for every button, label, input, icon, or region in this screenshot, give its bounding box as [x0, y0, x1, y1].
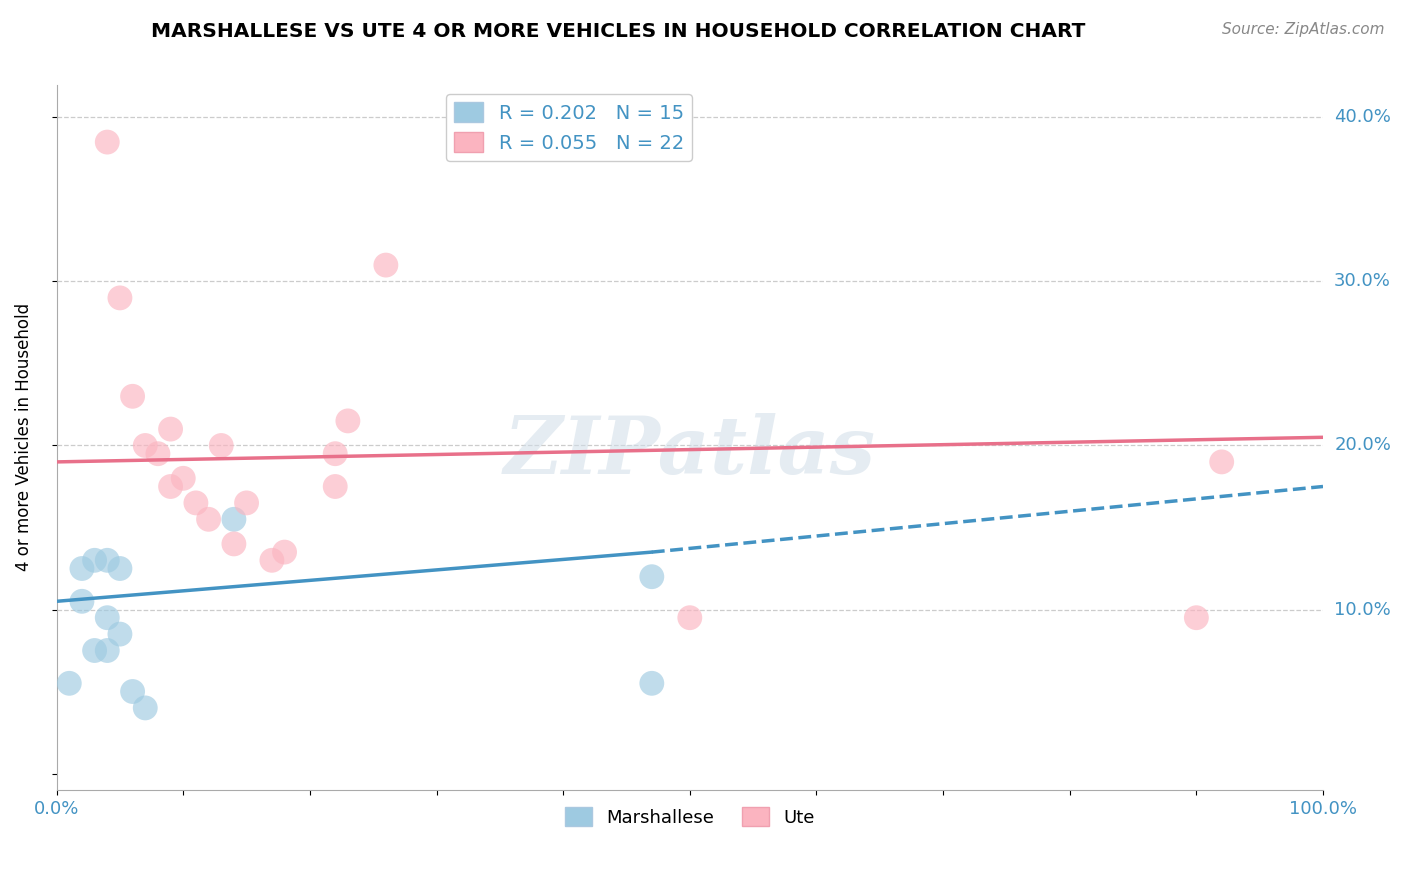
Point — [641, 676, 664, 690]
Point — [146, 447, 169, 461]
Point — [323, 479, 346, 493]
Y-axis label: 4 or more Vehicles in Household: 4 or more Vehicles in Household — [15, 303, 32, 572]
Point — [273, 545, 295, 559]
Point — [679, 610, 702, 624]
Point — [70, 594, 93, 608]
Text: 40.0%: 40.0% — [1334, 109, 1391, 127]
Point — [209, 438, 232, 452]
Point — [96, 553, 118, 567]
Point — [197, 512, 219, 526]
Text: MARSHALLESE VS UTE 4 OR MORE VEHICLES IN HOUSEHOLD CORRELATION CHART: MARSHALLESE VS UTE 4 OR MORE VEHICLES IN… — [152, 22, 1085, 41]
Legend: Marshallese, Ute: Marshallese, Ute — [558, 800, 821, 834]
Text: 20.0%: 20.0% — [1334, 436, 1391, 455]
Point — [96, 610, 118, 624]
Point — [1211, 455, 1233, 469]
Point — [184, 496, 207, 510]
Point — [222, 537, 245, 551]
Point — [374, 258, 396, 272]
Point — [159, 422, 181, 436]
Point — [172, 471, 194, 485]
Point — [323, 447, 346, 461]
Point — [96, 643, 118, 657]
Point — [134, 701, 156, 715]
Point — [336, 414, 359, 428]
Point — [235, 496, 257, 510]
Point — [58, 676, 80, 690]
Point — [83, 553, 105, 567]
Point — [70, 561, 93, 575]
Point — [121, 684, 143, 698]
Point — [83, 643, 105, 657]
Point — [121, 389, 143, 403]
Point — [260, 553, 283, 567]
Point — [1185, 610, 1208, 624]
Text: ZIPatlas: ZIPatlas — [503, 413, 876, 490]
Point — [159, 479, 181, 493]
Text: 30.0%: 30.0% — [1334, 272, 1391, 291]
Text: 10.0%: 10.0% — [1334, 600, 1391, 618]
Point — [641, 570, 664, 584]
Point — [108, 561, 131, 575]
Point — [134, 438, 156, 452]
Point — [222, 512, 245, 526]
Text: Source: ZipAtlas.com: Source: ZipAtlas.com — [1222, 22, 1385, 37]
Point — [96, 135, 118, 149]
Point — [108, 291, 131, 305]
Point — [108, 627, 131, 641]
